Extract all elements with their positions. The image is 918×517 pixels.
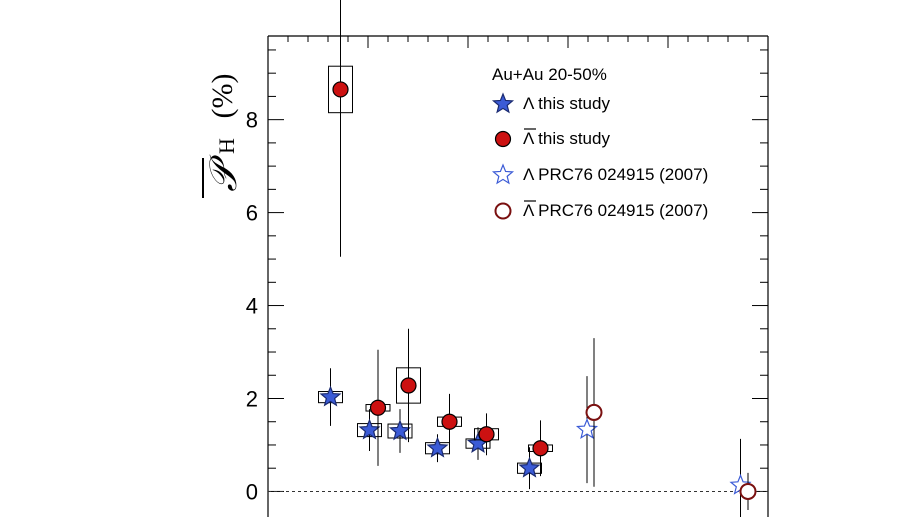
- antilambda_this-marker: [478, 426, 495, 443]
- antilambda_this-marker: [441, 413, 458, 430]
- lambda_this-marker: [319, 385, 342, 407]
- y-tick-label: 4: [246, 294, 258, 319]
- y-tick-label: 2: [246, 386, 258, 411]
- y-axis-label-unit: (%): [206, 74, 239, 119]
- plot-frame: [267, 35, 769, 517]
- antilambda_this-marker: [400, 377, 417, 394]
- legend-marker: [494, 130, 512, 148]
- lambda_prc-point: [729, 438, 752, 517]
- y-tick-label: 0: [246, 479, 258, 504]
- y-tick-label: 8: [246, 108, 258, 133]
- antilambda_prc-marker: [585, 403, 603, 421]
- legend-label: Λ this study: [523, 129, 610, 148]
- y-tick-label: 6: [246, 201, 258, 226]
- y-axis-label-subscript: H: [214, 138, 239, 154]
- antilambda_this-marker: [532, 440, 549, 457]
- lambda_this-point: [517, 447, 542, 490]
- legend-entry: Λ PRC76 024915 (2007): [494, 200, 708, 220]
- data-points: [318, 0, 757, 517]
- antilambda_this-point: [437, 393, 462, 450]
- legend: Au+Au 20-50% Λ this study Λ this study Λ PR…: [491, 65, 708, 220]
- antilambda_this-sys-box: [396, 367, 421, 404]
- antilambda_this-marker: [369, 399, 387, 416]
- antilambda_prc-point: [739, 472, 757, 511]
- y-axis-label: 𝒫 H (%): [202, 74, 245, 198]
- legend-label: Λ PRC76 024915 (2007): [523, 165, 708, 184]
- lambda_this-marker: [388, 419, 412, 441]
- antilambda_this-sys-box: [328, 65, 353, 114]
- antilambda_this-point: [528, 420, 553, 477]
- antilambda_this-point: [474, 413, 499, 456]
- antilambda_this-point: [396, 328, 421, 443]
- lambda_this-point: [357, 409, 382, 452]
- lambda_this-point: [318, 368, 343, 426]
- antilambda_this-point: [328, 0, 353, 257]
- legend-marker: [491, 92, 515, 114]
- legend-entry: Λ PRC76 024915 (2007): [491, 163, 708, 185]
- legend-entry: Λ this study: [491, 92, 610, 114]
- antilambda_prc-marker: [739, 482, 757, 500]
- axes: 0 2 4 6 8: [246, 36, 768, 504]
- legend-label: Λ PRC76 024915 (2007): [523, 201, 708, 220]
- legend-title: Au+Au 20-50%: [492, 65, 607, 84]
- antilambda_prc-point: [585, 338, 603, 487]
- lambda_this-point: [387, 409, 413, 453]
- legend-entry: Λ this study: [494, 128, 610, 148]
- antilambda_this-point: [365, 349, 391, 466]
- lambda_this-marker: [518, 456, 541, 478]
- lambda_this-marker: [426, 436, 449, 458]
- y-axis-label-symbol: 𝒫: [203, 154, 245, 192]
- legend-marker: [494, 202, 512, 220]
- legend-marker: [491, 163, 515, 185]
- lambda_this-marker: [358, 418, 381, 440]
- lambda_this-point: [425, 434, 450, 463]
- legend-label: Λ this study: [523, 94, 610, 113]
- antilambda_this-marker: [332, 81, 349, 98]
